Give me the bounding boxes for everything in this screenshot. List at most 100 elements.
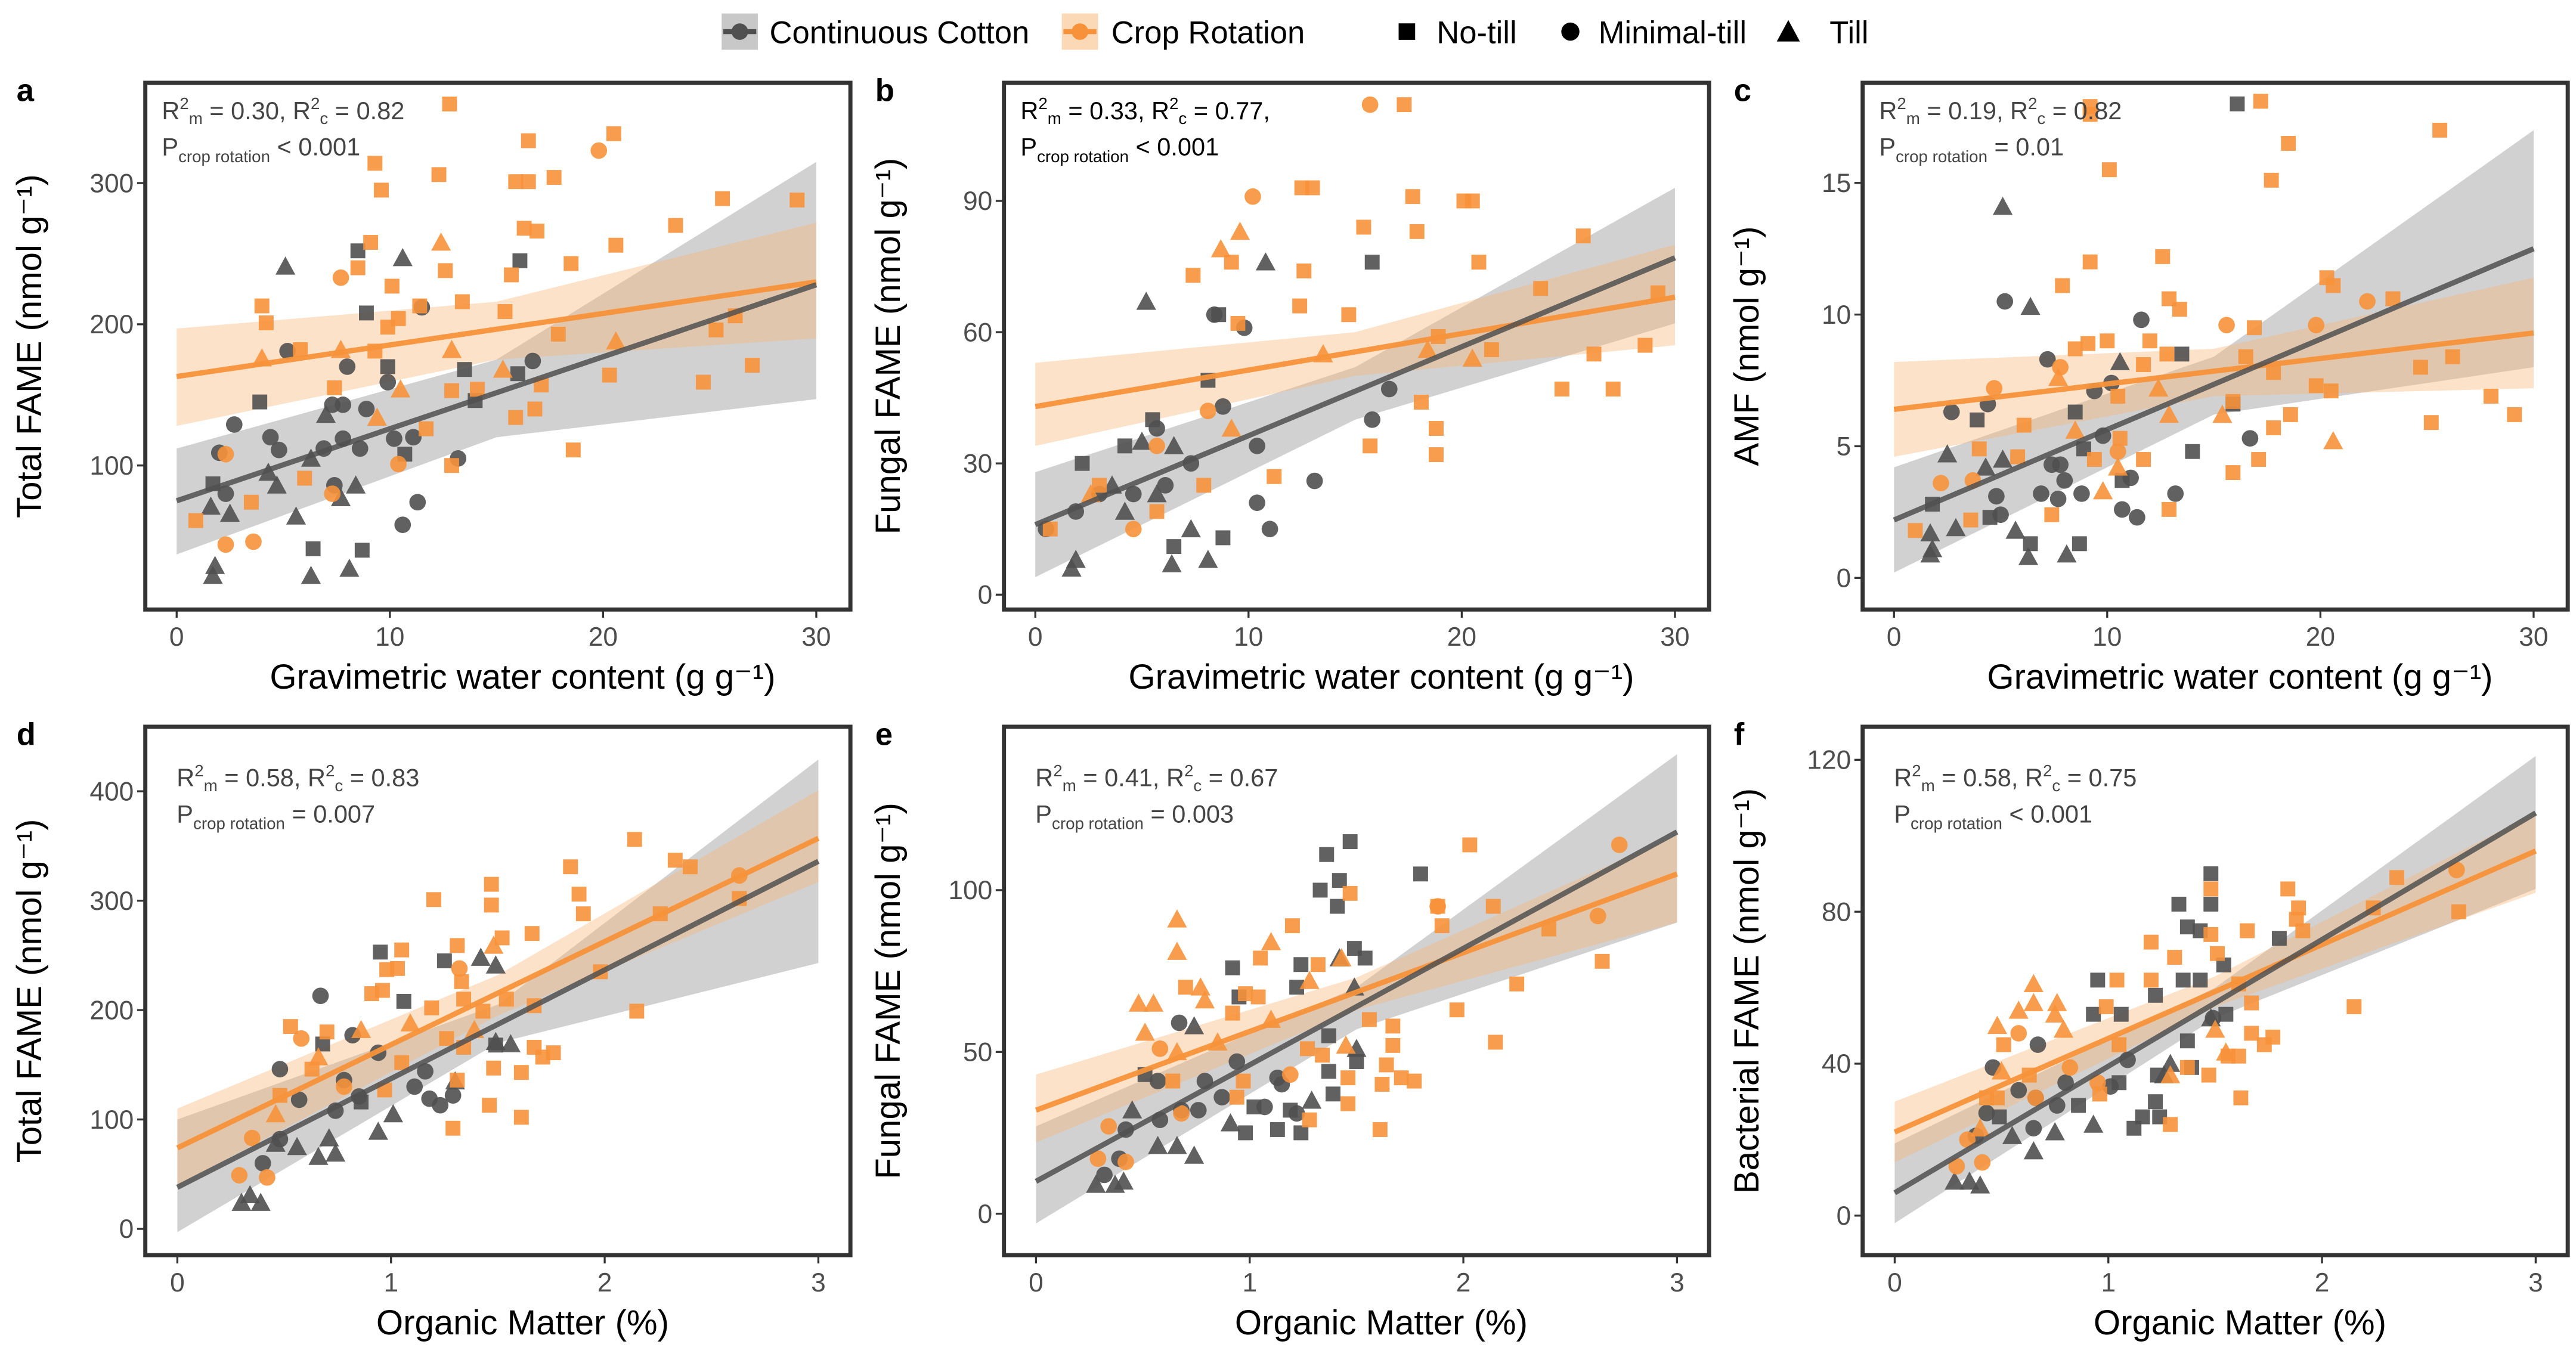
point-continuous-cotton-minimal-till — [524, 352, 541, 370]
point-crop-rotation-no-till — [363, 235, 379, 250]
point-continuous-cotton-minimal-till — [1215, 398, 1231, 415]
point-crop-rotation-till — [1462, 348, 1482, 367]
point-crop-rotation-till — [1221, 418, 1241, 437]
point-crop-rotation-no-till — [1554, 382, 1569, 397]
point-crop-rotation-no-till — [367, 156, 383, 171]
y-tick-label: 10 — [1822, 301, 1851, 330]
y-tick-label: 0 — [1837, 1201, 1852, 1231]
point-continuous-cotton-minimal-till — [312, 987, 329, 1005]
annotation-text: m — [204, 776, 218, 795]
fit-line-crop-rotation — [1035, 871, 1678, 1113]
point-crop-rotation-till — [1991, 1061, 2012, 1080]
point-continuous-cotton-minimal-till — [1249, 494, 1265, 512]
point-continuous-cotton-till — [267, 475, 287, 494]
point-crop-rotation-no-till — [1092, 478, 1107, 493]
y-tick-label: 400 — [89, 777, 134, 806]
point-crop-rotation-minimal-till — [324, 485, 341, 502]
point-crop-rotation-minimal-till — [590, 142, 608, 159]
point-crop-rotation-till — [1332, 948, 1352, 967]
point-continuous-cotton-no-till — [2230, 96, 2245, 111]
annotation-text: crop rotation — [178, 147, 270, 166]
point-continuous-cotton-till — [392, 247, 413, 267]
point-continuous-cotton-till — [1920, 523, 1940, 542]
x-tick-label: 3 — [811, 1268, 826, 1297]
point-continuous-cotton-till — [1220, 1113, 1241, 1132]
annotation-r2: R2m = 0.30, R2c = 0.82 — [162, 94, 404, 128]
point-crop-rotation-no-till — [1471, 255, 1487, 270]
point-continuous-cotton-no-till — [2179, 1033, 2195, 1049]
point-continuous-cotton-minimal-till — [1261, 521, 1278, 538]
annotation-text: 2 — [1184, 761, 1193, 780]
plot-area — [1035, 754, 1679, 1223]
point-continuous-cotton-no-till — [373, 944, 388, 960]
point-crop-rotation-no-till — [2143, 934, 2159, 950]
x-tick-label: 0 — [169, 622, 184, 652]
point-continuous-cotton-till — [1147, 484, 1167, 503]
fit-line-continuous-cotton — [1893, 810, 2537, 1195]
plot-frame — [1002, 724, 1711, 1257]
point-crop-rotation-no-till — [668, 218, 683, 233]
point-continuous-cotton-no-till — [1321, 1028, 1336, 1043]
point-continuous-cotton-no-till — [252, 394, 268, 410]
point-crop-rotation-no-till — [1340, 1096, 1356, 1111]
y-axis-title: Total FAME (nmol g⁻¹) — [10, 819, 49, 1163]
point-crop-rotation-till — [1210, 239, 1231, 258]
point-crop-rotation-no-till — [682, 859, 698, 875]
point-crop-rotation-no-till — [1250, 989, 1266, 1005]
point-crop-rotation-till — [1336, 1035, 1356, 1054]
point-crop-rotation-till — [1417, 339, 1438, 358]
point-crop-rotation-no-till — [1379, 1057, 1394, 1073]
point-crop-rotation-no-till — [2055, 278, 2070, 293]
y-tick-label: 0 — [978, 1200, 993, 1229]
annotation-text: = 0.75 — [2060, 764, 2137, 792]
point-crop-rotation-no-till — [715, 191, 730, 206]
point-crop-rotation-no-till — [2326, 278, 2341, 293]
point-crop-rotation-minimal-till — [451, 960, 468, 977]
annotation-text: = 0.82 — [328, 97, 404, 125]
point-crop-rotation-no-till — [475, 1003, 491, 1019]
point-continuous-cotton-till — [1132, 431, 1152, 450]
point-crop-rotation-no-till — [2283, 407, 2298, 422]
point-crop-rotation-no-till — [1971, 441, 1987, 457]
point-crop-rotation-no-till — [390, 961, 405, 976]
point-crop-rotation-no-till — [445, 1120, 461, 1136]
confidence-band-crop-rotation — [1894, 277, 2534, 457]
point-continuous-cotton-minimal-till — [2033, 485, 2049, 502]
point-crop-rotation-no-till — [629, 1003, 645, 1019]
point-crop-rotation-till — [2008, 1001, 2029, 1019]
point-crop-rotation-till — [1190, 977, 1210, 996]
point-continuous-cotton-minimal-till — [444, 1087, 462, 1104]
point-continuous-cotton-minimal-till — [2167, 485, 2184, 502]
point-crop-rotation-no-till — [484, 876, 499, 892]
point-crop-rotation-no-till — [2507, 407, 2522, 422]
x-axis-title: Organic Matter (%) — [1235, 1303, 1528, 1342]
point-crop-rotation-no-till — [1185, 268, 1201, 283]
point-continuous-cotton-till — [383, 1104, 403, 1123]
point-crop-rotation-no-till — [424, 1000, 439, 1015]
point-continuous-cotton-till — [500, 1034, 521, 1052]
point-crop-rotation-no-till — [546, 170, 562, 185]
point-continuous-cotton-minimal-till — [405, 429, 422, 446]
point-continuous-cotton-till — [2002, 1126, 2023, 1144]
point-crop-rotation-no-till — [2231, 1048, 2246, 1064]
x-tick-label: 2 — [1456, 1268, 1471, 1297]
confidence-band-crop-rotation — [1894, 813, 2536, 1163]
point-continuous-cotton-minimal-till — [2052, 456, 2069, 473]
legend-circle-icon — [1072, 23, 1088, 40]
point-crop-rotation-till — [367, 407, 387, 426]
point-continuous-cotton-no-till — [359, 305, 374, 321]
point-crop-rotation-no-till — [293, 342, 308, 357]
point-continuous-cotton-minimal-till — [406, 1078, 423, 1095]
x-axis-title: Organic Matter (%) — [2094, 1303, 2386, 1342]
point-crop-rotation-no-till — [667, 853, 683, 868]
point-crop-rotation-no-till — [2238, 349, 2253, 364]
y-tick-label: 80 — [1822, 897, 1851, 927]
point-continuous-cotton-minimal-till — [2010, 1082, 2027, 1099]
annotation-text: R — [2025, 764, 2043, 792]
point-crop-rotation-no-till — [2172, 302, 2187, 317]
point-crop-rotation-no-till — [1315, 1048, 1330, 1063]
point-crop-rotation-no-till — [1165, 1073, 1181, 1089]
x-tick-label: 0 — [170, 1268, 185, 1297]
y-tick-label: 40 — [1822, 1049, 1851, 1079]
point-crop-rotation-minimal-till — [1100, 1118, 1117, 1135]
